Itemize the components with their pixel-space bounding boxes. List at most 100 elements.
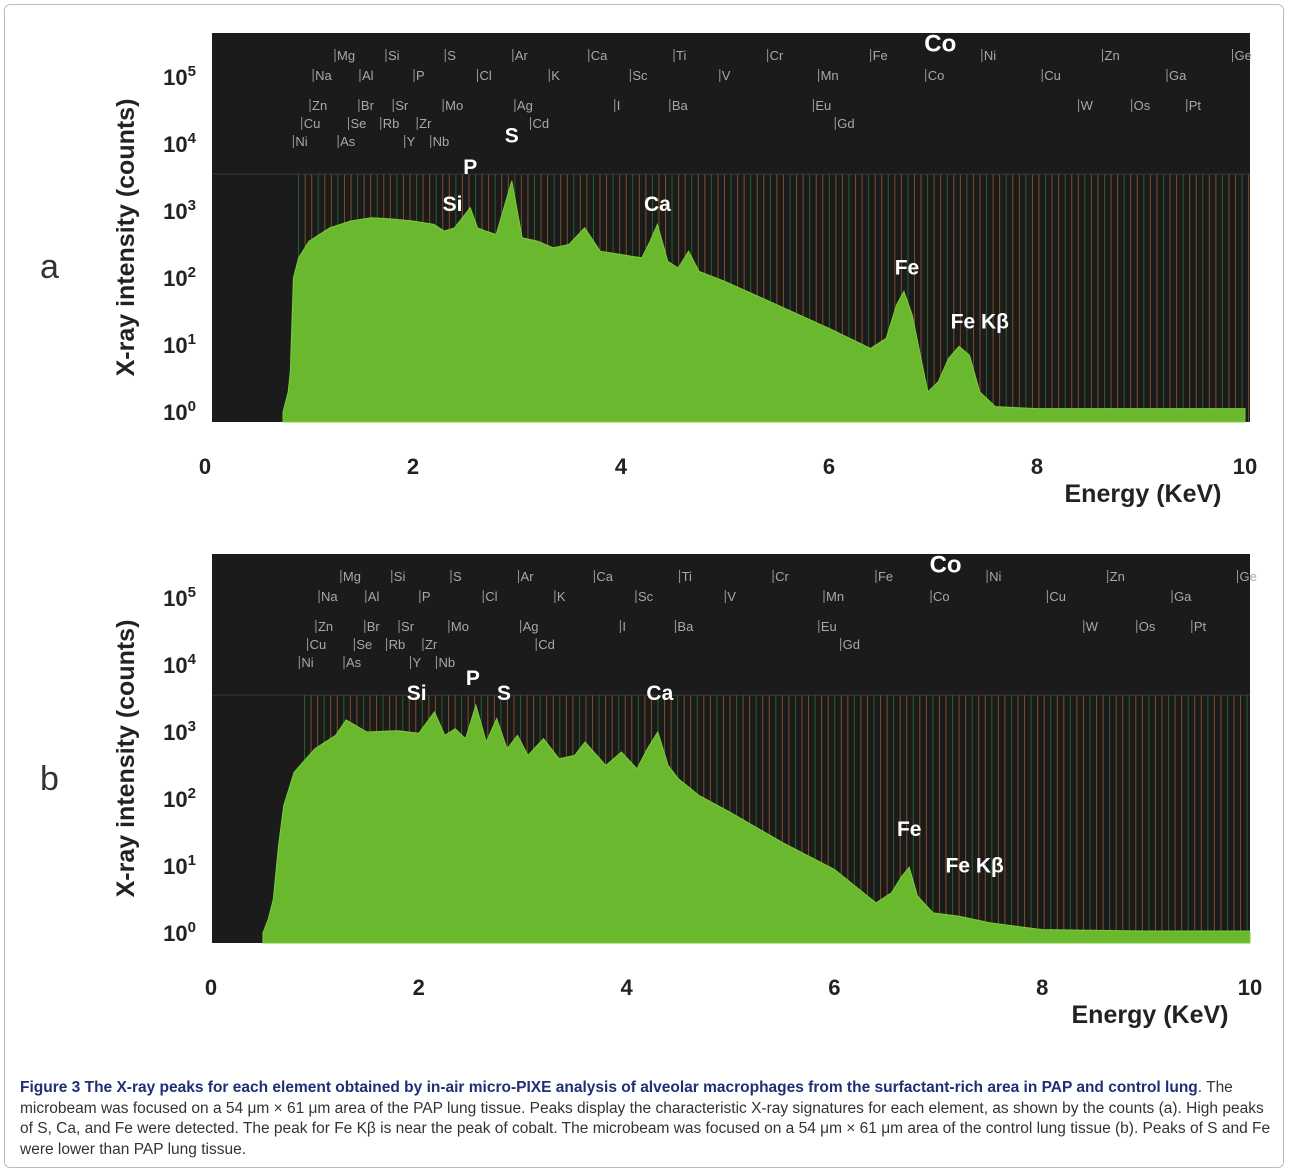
element-marker-label: Ba [672, 98, 689, 113]
element-marker-label: V [722, 68, 731, 83]
element-marker-label: Os [1134, 98, 1151, 113]
element-marker-label: Mo [451, 619, 469, 634]
element-marker-label: Y [407, 134, 416, 149]
element-marker-label: Rb [383, 116, 400, 131]
element-marker-label: Cu [1044, 68, 1061, 83]
element-marker-label: Ga [1169, 68, 1187, 83]
element-marker-label: Ag [517, 98, 533, 113]
y-tick-label: 102 [163, 264, 196, 291]
element-marker-label: Mg [337, 48, 355, 63]
peak-label: Ca [644, 193, 671, 216]
element-marker-label: Ti [682, 569, 692, 584]
x-tick-label: 2 [413, 975, 425, 1000]
y-axis-label: X-ray intensity (counts) [112, 620, 140, 898]
figure-caption: Figure 3 The X-ray peaks for each elemen… [20, 1078, 1276, 1160]
element-marker-label: Zn [1105, 48, 1120, 63]
element-marker-label: Co [928, 68, 945, 83]
element-marker-label: Al [368, 589, 380, 604]
element-marker-label: Ni [295, 134, 307, 149]
element-marker-label: W [1086, 619, 1099, 634]
element-marker-label: Ba [677, 619, 694, 634]
y-tick-label: 103 [163, 718, 196, 745]
element-marker-label: Na [315, 68, 332, 83]
element-marker-label: Mn [821, 68, 839, 83]
element-marker-label: Ge [1235, 48, 1252, 63]
element-marker-label: Cl [485, 589, 497, 604]
element-marker-label: Ge [1240, 569, 1257, 584]
element-marker-label: Cu [1049, 589, 1066, 604]
x-tick-label: 8 [1036, 975, 1048, 1000]
element-marker-label: Ca [591, 48, 608, 63]
element-marker-label: Sr [401, 619, 415, 634]
element-marker-label: Fe [873, 48, 888, 63]
element-marker-label: Br [361, 98, 375, 113]
x-tick-label: 6 [823, 454, 835, 479]
highlight-label: Co [924, 31, 956, 58]
x-tick-label: 0 [205, 975, 217, 1000]
element-marker-label: Ni [989, 569, 1001, 584]
element-marker-label: Cu [310, 637, 327, 652]
y-tick-label: 101 [163, 331, 196, 358]
caption-title: Figure 3 The X-ray peaks for each elemen… [20, 1079, 1198, 1096]
highlight-label: Co [930, 552, 962, 579]
element-marker-label: Si [394, 569, 406, 584]
y-axis-label: X-ray intensity (counts) [112, 99, 140, 377]
element-marker-label: Fe [878, 569, 893, 584]
element-marker-label: Cr [770, 48, 784, 63]
element-marker-label: Mg [343, 569, 361, 584]
y-tick-label: 104 [163, 651, 196, 678]
element-marker-label: As [346, 655, 362, 670]
peak-label: Fe Kβ [946, 855, 1005, 878]
element-marker-label: As [340, 134, 356, 149]
x-tick-label: 8 [1031, 454, 1043, 479]
peak-label: Ca [646, 682, 673, 705]
element-marker-label: Se [351, 116, 367, 131]
element-marker-label: Si [388, 48, 400, 63]
element-marker-label: Gd [837, 116, 854, 131]
element-marker-label: Sr [395, 98, 409, 113]
y-tick-label: 102 [163, 785, 196, 812]
element-marker-label: Eu [815, 98, 831, 113]
element-marker-label: Ni [984, 48, 996, 63]
element-marker-label: Br [367, 619, 381, 634]
element-marker-label: Os [1139, 619, 1156, 634]
element-marker-label: Ar [515, 48, 529, 63]
element-marker-label: Rb [389, 637, 406, 652]
panel-letter: b [40, 760, 59, 798]
element-marker-label: Y [412, 655, 421, 670]
caption-body: . The microbeam was focused on a 54 μm ×… [20, 1079, 1271, 1158]
x-tick-label: 10 [1233, 454, 1257, 479]
peak-label: Si [443, 193, 463, 216]
y-tick-label: 103 [163, 197, 196, 224]
element-marker-label: Zn [312, 98, 327, 113]
element-marker-label: Zn [1110, 569, 1125, 584]
element-marker-label: S [453, 569, 462, 584]
element-marker-label: Ca [596, 569, 613, 584]
element-marker-label: Nb [433, 134, 450, 149]
element-marker-label: Cu [304, 116, 321, 131]
element-marker-label: Pt [1189, 98, 1202, 113]
element-marker-label: P [416, 68, 425, 83]
x-axis-label: Energy (KeV) [1065, 480, 1222, 508]
element-marker-label: Sc [638, 589, 654, 604]
element-marker-label: S [447, 48, 456, 63]
x-tick-label: 0 [199, 454, 211, 479]
element-marker-label: Sc [632, 68, 648, 83]
element-marker-label: Mo [445, 98, 463, 113]
element-marker-label: Ar [521, 569, 535, 584]
chart-panel-a: Mg Si S Ar Ca Ti Cr Fe Ni Zn Ge Na Al P Cl K Sc V Mn Co Cu Ga… [40, 31, 1257, 508]
y-tick-label: 105 [163, 63, 196, 90]
element-marker-label: W [1081, 98, 1094, 113]
element-marker-label: K [557, 589, 566, 604]
element-marker-label: Ga [1174, 589, 1192, 604]
element-marker-label: I [617, 98, 621, 113]
peak-label: S [505, 125, 519, 148]
x-tick-label: 10 [1238, 975, 1262, 1000]
spectrum-area [262, 703, 1251, 944]
peak-label: S [497, 682, 511, 705]
y-tick-label: 105 [163, 584, 196, 611]
element-marker-label: Gd [843, 637, 860, 652]
element-marker-label: Se [356, 637, 372, 652]
element-marker-label: Pt [1194, 619, 1207, 634]
element-marker-label: P [422, 589, 431, 604]
